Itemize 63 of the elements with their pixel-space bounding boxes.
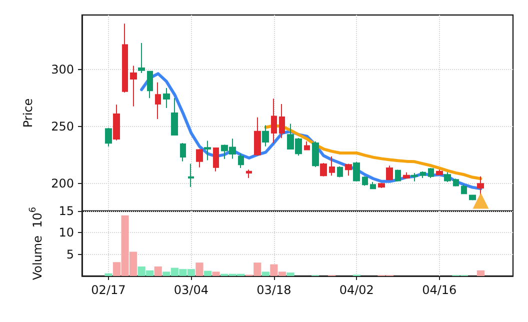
candlestick xyxy=(312,140,319,168)
candlestick xyxy=(171,98,178,136)
x-tick-label: 04/02 xyxy=(339,283,374,297)
candlestick xyxy=(320,162,327,177)
candlestick xyxy=(196,148,203,168)
bar xyxy=(476,270,485,276)
candlestick xyxy=(345,163,352,176)
candlestick xyxy=(304,140,310,150)
bar xyxy=(196,262,204,276)
bar xyxy=(212,272,220,276)
candlestick xyxy=(147,70,153,99)
bar xyxy=(286,272,294,276)
bar xyxy=(262,272,270,276)
candlestick xyxy=(386,165,393,180)
bar xyxy=(154,266,162,276)
x-tick-label: 03/18 xyxy=(256,283,292,297)
candlestick xyxy=(262,124,269,147)
candlestick xyxy=(122,23,128,93)
candlestick xyxy=(155,82,161,120)
y-tick-label: 200 xyxy=(51,176,74,191)
candlestick xyxy=(204,140,211,161)
y-tick-label: 5 xyxy=(66,247,74,262)
candlestick xyxy=(113,104,120,141)
candlestick xyxy=(395,169,401,182)
candlestick xyxy=(477,176,484,196)
candlestick xyxy=(246,169,252,178)
candlestick xyxy=(238,153,244,169)
candlestick xyxy=(378,182,385,188)
candlestick xyxy=(138,42,145,74)
candlestick xyxy=(453,178,459,187)
y-axis-title: Price xyxy=(21,98,35,128)
candlestick xyxy=(180,142,186,162)
candlestick xyxy=(271,98,277,144)
candlestick xyxy=(353,162,360,182)
y-tick-label: 250 xyxy=(51,120,74,134)
y-tick-label: 10 xyxy=(58,226,74,240)
candlestick xyxy=(444,172,451,183)
y-tick-label: 15 xyxy=(58,204,74,218)
candlestick xyxy=(130,65,137,107)
candlestick xyxy=(188,163,194,188)
candlestick xyxy=(279,104,285,139)
x-tick-label: 03/04 xyxy=(174,283,208,297)
candlestick xyxy=(420,170,426,178)
y-axis-title: Volume 106 xyxy=(28,206,44,280)
candlestick xyxy=(411,172,418,182)
candlestick xyxy=(213,147,219,172)
candlestick xyxy=(436,169,443,176)
bar xyxy=(204,270,212,276)
candlestick xyxy=(469,194,476,201)
candlestick xyxy=(254,116,261,156)
y-tick-label: 300 xyxy=(51,62,74,77)
candlestick xyxy=(370,181,376,190)
candlestick xyxy=(461,184,467,195)
candlestick xyxy=(362,176,368,186)
candlestick xyxy=(403,172,410,178)
candlestick xyxy=(428,168,434,178)
x-tick-label: 02/17 xyxy=(91,283,126,297)
x-tick-label: 04/16 xyxy=(422,283,457,297)
candlestick xyxy=(329,156,335,176)
candlestick xyxy=(337,166,343,178)
bar xyxy=(104,273,112,276)
candlestick xyxy=(105,128,112,147)
candlestick xyxy=(163,88,170,108)
